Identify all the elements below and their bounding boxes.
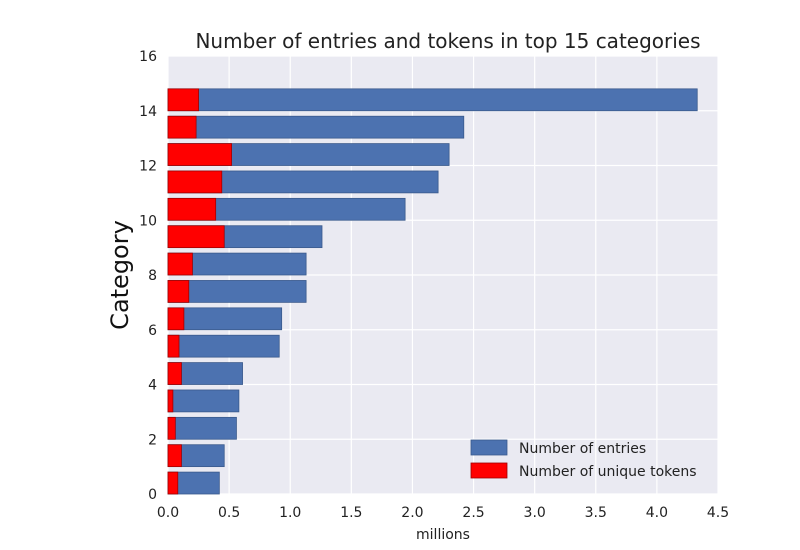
y-tick-label: 0 [148, 487, 157, 503]
bar-tokens [167, 362, 182, 385]
bar-entries [167, 115, 465, 139]
y-tick-label: 4 [148, 378, 157, 394]
legend: Number of entries Number of unique token… [470, 439, 697, 480]
x-tick-label: 3.0 [524, 505, 546, 521]
legend-swatch-tokens [470, 462, 508, 479]
x-tick-label: 4.5 [707, 505, 729, 521]
y-tick-label: 14 [139, 104, 157, 120]
bar-tokens [167, 197, 217, 221]
bar-tokens [167, 334, 180, 358]
bars [167, 88, 698, 495]
y-tick-label: 6 [148, 323, 157, 339]
x-tick-label: 0.5 [218, 505, 240, 521]
x-tick-label: 1.0 [279, 505, 301, 521]
x-tick-label: 3.5 [585, 505, 607, 521]
y-tick-label: 2 [148, 432, 157, 448]
legend-label-entries: Number of entries [519, 441, 646, 457]
bar-entries [167, 307, 283, 331]
bar-tokens [167, 307, 185, 331]
x-axis-label: millions [416, 527, 470, 543]
bar-tokens [167, 444, 182, 468]
y-tick-label: 8 [148, 268, 157, 284]
y-tick-label: 12 [139, 159, 157, 175]
bar-tokens [167, 115, 197, 139]
x-tick-label: 4.0 [646, 505, 668, 521]
x-tick-label: 1.5 [340, 505, 362, 521]
chart-title: Number of entries and tokens in top 15 c… [195, 29, 700, 53]
legend-label-tokens: Number of unique tokens [519, 464, 697, 480]
x-tick-label: 2.5 [462, 505, 484, 521]
bar-tokens [167, 143, 232, 166]
tick-labels: 0.0 0.5 1.0 1.5 2.0 2.5 3.0 3.5 4.0 4.5 0 2 4 6 8 10 12 1… [139, 49, 729, 521]
bar-entries [167, 416, 237, 440]
x-tick-label: 2.0 [401, 505, 423, 521]
bar-tokens [167, 416, 176, 440]
bar-entries [167, 88, 698, 112]
bar-entries [167, 334, 280, 358]
y-tick-label: 16 [139, 49, 157, 65]
bar-tokens [167, 170, 223, 194]
y-axis-label: Category [106, 220, 134, 330]
x-tick-label: 0.0 [157, 505, 179, 521]
bar-entries [167, 389, 240, 413]
bar-tokens [167, 252, 193, 276]
legend-swatch-entries [470, 439, 508, 456]
bar-tokens [167, 280, 190, 303]
y-tick-label: 10 [139, 213, 157, 229]
bar-tokens [167, 225, 225, 249]
bar-tokens [167, 471, 179, 495]
bar-tokens [167, 88, 199, 112]
bar-tokens [167, 389, 174, 413]
